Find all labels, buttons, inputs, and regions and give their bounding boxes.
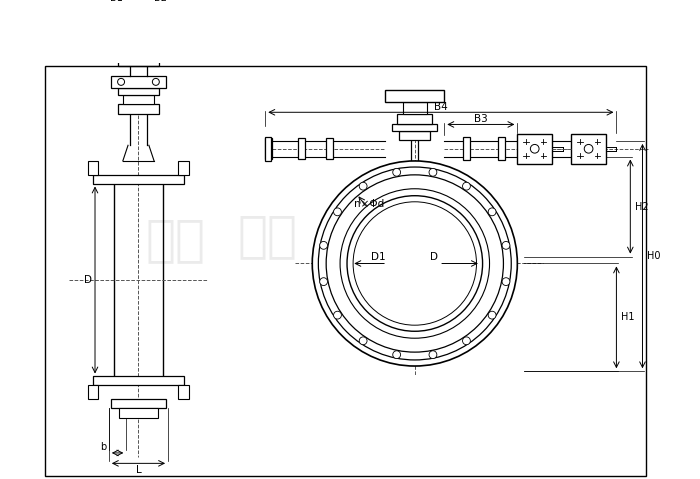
- Text: 南京: 南京: [146, 216, 206, 264]
- Bar: [265, 137, 270, 161]
- Text: L: L: [136, 465, 141, 475]
- Bar: [119, 408, 158, 418]
- Circle shape: [312, 161, 517, 366]
- Text: D1: D1: [371, 251, 386, 262]
- Bar: [178, 385, 189, 399]
- Circle shape: [463, 182, 470, 190]
- Bar: [88, 385, 99, 399]
- Text: H1: H1: [621, 312, 634, 322]
- Bar: [122, 95, 154, 103]
- Bar: [93, 376, 183, 385]
- Text: D: D: [84, 275, 92, 285]
- Bar: [392, 125, 438, 131]
- Text: B4: B4: [434, 102, 448, 112]
- Text: H2: H2: [635, 202, 648, 212]
- Circle shape: [531, 145, 539, 153]
- Bar: [517, 134, 552, 163]
- Circle shape: [359, 182, 367, 190]
- Circle shape: [195, 34, 201, 41]
- Bar: [88, 161, 99, 175]
- Text: n×Φd: n×Φd: [354, 199, 384, 209]
- Circle shape: [584, 145, 593, 153]
- Circle shape: [151, 11, 157, 17]
- Bar: [298, 138, 305, 159]
- Bar: [399, 131, 430, 140]
- Bar: [385, 90, 444, 102]
- Circle shape: [502, 241, 510, 249]
- Bar: [265, 138, 272, 159]
- Bar: [498, 137, 505, 160]
- Circle shape: [67, 33, 76, 42]
- Bar: [113, 11, 164, 18]
- Text: 自动: 自动: [237, 212, 297, 260]
- Text: b: b: [101, 442, 107, 452]
- Circle shape: [393, 351, 400, 359]
- Bar: [402, 102, 427, 114]
- Circle shape: [488, 208, 496, 216]
- Text: D: D: [430, 251, 438, 262]
- Bar: [409, 189, 421, 206]
- Circle shape: [153, 79, 160, 85]
- Bar: [463, 137, 470, 160]
- Bar: [95, 18, 182, 57]
- Circle shape: [347, 196, 482, 331]
- Bar: [118, 57, 160, 66]
- Circle shape: [359, 337, 367, 345]
- Circle shape: [502, 278, 510, 285]
- Circle shape: [393, 169, 400, 176]
- Circle shape: [118, 79, 125, 85]
- Text: H0: H0: [647, 251, 660, 261]
- Bar: [178, 161, 189, 175]
- Circle shape: [320, 241, 328, 249]
- Circle shape: [334, 311, 342, 319]
- Text: B3: B3: [474, 114, 488, 124]
- Circle shape: [318, 167, 511, 360]
- Bar: [398, 114, 432, 125]
- Circle shape: [326, 175, 503, 352]
- Circle shape: [320, 278, 328, 285]
- Bar: [118, 103, 160, 114]
- Circle shape: [463, 337, 470, 345]
- Bar: [111, 76, 167, 88]
- Bar: [118, 88, 160, 95]
- Circle shape: [50, 17, 92, 58]
- Circle shape: [120, 11, 125, 17]
- Circle shape: [334, 208, 342, 216]
- Bar: [409, 321, 421, 338]
- Text: B1: B1: [111, 0, 123, 2]
- Bar: [571, 134, 606, 163]
- Bar: [326, 138, 333, 159]
- Circle shape: [429, 169, 437, 176]
- Bar: [93, 175, 183, 183]
- Circle shape: [353, 202, 477, 325]
- Circle shape: [429, 351, 437, 359]
- Text: B2: B2: [154, 0, 167, 2]
- Bar: [111, 399, 167, 408]
- Circle shape: [340, 189, 489, 338]
- Circle shape: [488, 311, 496, 319]
